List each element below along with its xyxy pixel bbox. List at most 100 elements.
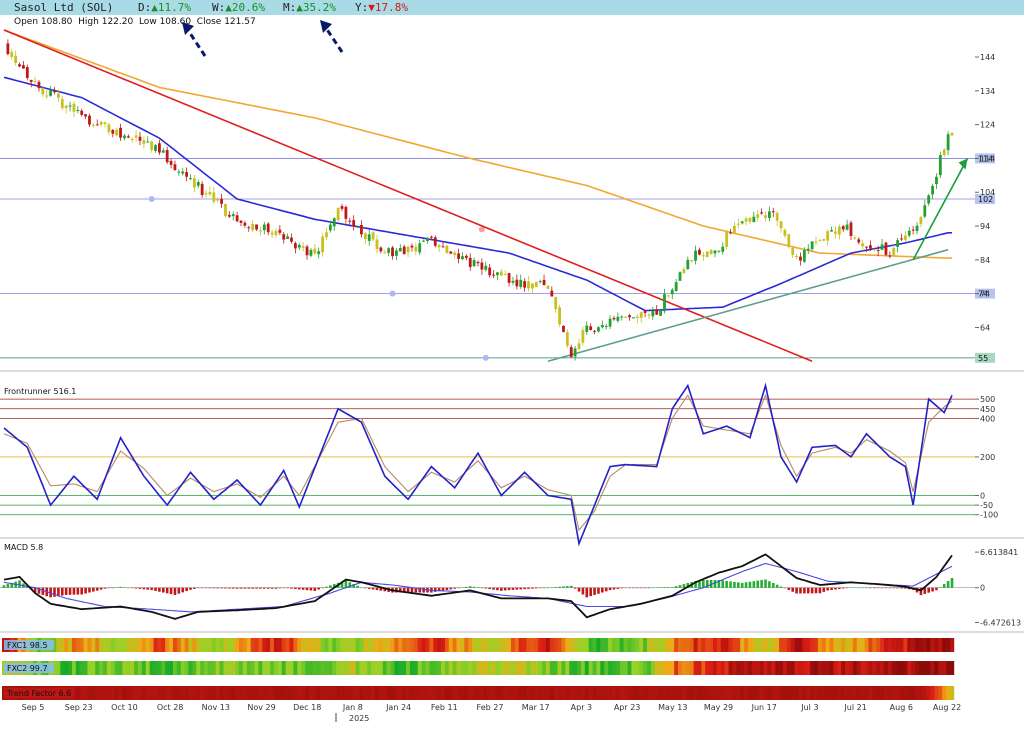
macd-hist-bar [779,586,783,588]
heatmap-cell [262,661,267,675]
candle-body [309,249,313,256]
macd-hist-bar [364,587,367,589]
macd-hist-bar [177,587,181,594]
heatmap-cell [293,638,298,652]
heatmap-title: FXC1 98.5 [7,641,48,650]
macd-hist-bar [185,587,188,592]
macd-hist-bar [379,587,383,591]
heatmap-cell [75,661,81,675]
candle-body [126,136,130,138]
heatmap-cell [491,686,496,700]
heatmap-cell [911,686,916,700]
heatmap-cell [215,661,220,675]
heatmap-cell [786,638,792,652]
macd-hist-bar [737,582,740,588]
macd-hist-bar [635,587,639,589]
heatmap-cell [367,661,372,675]
candle-body [449,251,453,254]
heatmap-cell [60,638,65,652]
heatmap-cell [829,686,834,700]
candle-body [558,307,561,325]
heatmap-cell [421,661,426,675]
macd-hist-bar [534,587,538,589]
x-tick-label: Nov 13 [202,703,230,712]
candle-body [286,236,290,239]
heatmap-cell [701,661,706,675]
heatmap-cell [845,686,850,700]
macd-hist-bar [468,586,472,588]
candle-body [771,211,775,213]
heatmap-cell [755,686,760,700]
candle-body [239,220,243,223]
macd-hist-bar [760,580,763,588]
heatmap-cell [922,661,928,675]
heatmap-cell [499,661,504,675]
heatmap-title: FXC2 99.7 [7,664,48,673]
heatmap-cell [421,638,426,652]
heatmap-cell [911,661,916,675]
heatmap-cell [918,686,924,700]
candle-body [99,121,103,125]
candle-body [779,221,783,229]
heatmap-cell [779,638,784,652]
heatmap-cell [759,638,764,652]
macd-histogram [2,578,954,598]
candle-body [422,240,426,242]
heatmap-cell [161,686,166,700]
macd-hist-bar [216,587,219,589]
candle-body [600,325,604,328]
candle-body [37,81,41,89]
candle-body [445,245,449,254]
perf-day: D:▲11.7% [138,1,191,14]
heatmap-cell [394,686,399,700]
heatmap-cell [176,638,182,652]
macd-hist-bar [33,587,37,593]
heatmap-cell [950,686,955,700]
macd-hist-bar [900,587,903,589]
candle-body [787,234,791,247]
heatmap-cell [359,638,364,652]
candle-body [360,224,363,235]
heatmap-cell [374,661,380,675]
heatmap-cell [409,686,415,700]
macd-hist-bar [95,587,99,591]
heatmap-cell [806,638,811,652]
macd-hist-bar [6,584,10,588]
annotations [182,20,344,57]
macd-hist-bar [80,587,84,595]
heatmap-cell [52,638,57,652]
heatmap-cell [880,661,885,675]
candle-body [468,257,472,268]
heatmap-cell [503,686,508,700]
macd-hist-bar [643,587,647,589]
heatmap-cell [911,638,916,652]
heatmap-cell [219,638,224,652]
heatmap-cell [775,686,780,700]
macd-hist-bar [597,587,600,594]
heatmap-cell [615,638,621,652]
heatmap-cell [56,638,61,652]
heatmap-cell [495,686,500,700]
candle-body [22,65,25,69]
macd-hist-bar [733,581,736,588]
macd-hist-bar [294,587,297,590]
candle-body [317,251,321,255]
heatmap-cell [744,661,749,675]
macd-hist-bar [698,580,701,588]
candle-body [10,52,14,57]
macd-hist-bar [880,587,884,589]
heatmap-cell [522,661,527,675]
heatmap-cell [417,661,422,675]
heatmap-cell [681,661,687,675]
heatmap-cell [934,686,939,700]
heatmap-trend-factor: Trend Factor 6.6 [2,686,955,700]
macd-hist-bar [647,587,651,589]
macd-hist-bar [686,583,690,588]
candle-body [538,281,542,283]
macd-hist-bar [748,581,752,588]
candle-body [293,243,297,249]
heatmap-cell [429,686,434,700]
macd-hist-bar [841,587,845,589]
candle-body [352,220,356,227]
